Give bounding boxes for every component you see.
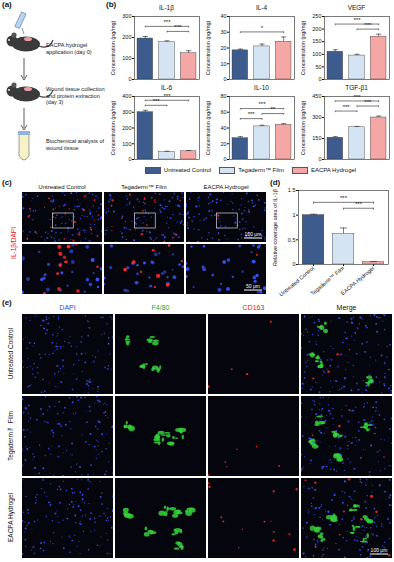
html-text:Biochemical analysis of wound: Biochemical analysis of wound tissue <box>46 138 105 151</box>
svg-text:Concentration (pg/mg): Concentration (pg/mg) <box>110 100 116 155</box>
html-text:EACPA Hydrogel: EACPA Hydrogel <box>203 184 249 190</box>
html-text:IL-1β: IL-1β <box>159 4 174 11</box>
svg-text:300: 300 <box>312 114 321 120</box>
svg-text:1: 1 <box>292 212 295 218</box>
svg-text:300: 300 <box>122 109 131 115</box>
svg-text:Concentration (pg/mg): Concentration (pg/mg) <box>300 100 306 155</box>
html-text:(c): (c) <box>2 178 12 187</box>
svg-text:30: 30 <box>220 29 226 35</box>
svg-text:0: 0 <box>128 76 131 82</box>
svg-text:0: 0 <box>318 76 321 82</box>
svg-text:***: *** <box>163 93 171 99</box>
svg-text:***: *** <box>364 22 372 28</box>
svg-text:40: 40 <box>220 13 226 19</box>
html-text:DAPI: DAPI <box>59 304 76 311</box>
svg-text:0: 0 <box>223 156 226 162</box>
svg-text:80: 80 <box>220 93 226 99</box>
svg-text:Concentration (pg/mg): Concentration (pg/mg) <box>300 20 306 75</box>
svg-text:***: *** <box>364 99 372 105</box>
svg-text:450: 450 <box>312 93 321 99</box>
svg-text:Tegaderm™ Film: Tegaderm™ Film <box>309 265 346 297</box>
svg-text:20: 20 <box>220 141 226 147</box>
svg-text:Concentration (pg/mg): Concentration (pg/mg) <box>110 20 116 75</box>
svg-text:0: 0 <box>223 76 226 82</box>
svg-text:20: 20 <box>220 45 226 51</box>
svg-text:100 μm: 100 μm <box>245 231 262 237</box>
svg-text:***: *** <box>258 101 266 107</box>
html-text:(b): (b) <box>106 0 117 9</box>
svg-text:***: *** <box>355 201 363 207</box>
svg-text:50 μm: 50 μm <box>246 283 260 289</box>
svg-text:Untreated Control: Untreated Control <box>278 265 316 298</box>
html-text:Untreated Control: Untreated Control <box>38 184 86 190</box>
svg-text:100: 100 <box>312 51 321 57</box>
html-text:(e): (e) <box>2 298 12 307</box>
html-text:IL-6: IL-6 <box>160 84 173 91</box>
html-text:Merge: Merge <box>336 304 357 311</box>
html-text:EACPA Hydrogel: EACPA Hydrogel <box>6 493 14 543</box>
html-text:VEGF: VEGF <box>347 4 366 11</box>
svg-text:***: *** <box>153 98 161 104</box>
svg-text:Concentration (pg/mg): Concentration (pg/mg) <box>205 100 211 155</box>
html-text:F4/80: F4/80 <box>151 304 170 311</box>
svg-text:EACPA Hydrogel: EACPA Hydrogel <box>340 265 376 296</box>
svg-text:Relative coverage area of IL-1: Relative coverage area of IL-1β <box>272 189 278 266</box>
svg-text:0: 0 <box>292 261 295 267</box>
html-text:IL-1β/DAPI: IL-1β/DAPI <box>9 227 17 259</box>
svg-text:***: *** <box>163 19 171 25</box>
html-text:TGF-β1: TGF-β1 <box>345 84 368 91</box>
html-text:Tegaderm™ Film: Tegaderm™ Film <box>6 411 14 461</box>
svg-text:10: 10 <box>220 61 226 67</box>
html-text:(a): (a) <box>2 0 12 9</box>
svg-text:100: 100 <box>122 141 131 147</box>
svg-text:40: 40 <box>220 125 226 131</box>
svg-text:Concentration (pg/mg): Concentration (pg/mg) <box>205 20 211 75</box>
html-text:CD163: CD163 <box>242 304 265 311</box>
html-text:EACPA hydrogel application (da: EACPA hydrogel application (day 0) <box>46 42 92 55</box>
html-text:EACPA Hydrogel: EACPA Hydrogel <box>310 167 357 173</box>
svg-text:250: 250 <box>312 13 321 19</box>
html-text:Untreated Control: Untreated Control <box>6 328 14 380</box>
svg-text:100: 100 <box>122 55 131 61</box>
svg-text:50: 50 <box>315 64 321 70</box>
svg-text:**: ** <box>270 106 275 112</box>
svg-text:300: 300 <box>122 13 131 19</box>
svg-text:150: 150 <box>312 38 321 44</box>
html-text:Tegaderm™ Film: Tegaderm™ Film <box>121 184 167 190</box>
html-text:Untreated Control: Untreated Control <box>163 167 212 173</box>
svg-text:0.5: 0.5 <box>288 237 296 243</box>
html-text:(d): (d) <box>270 178 281 187</box>
svg-text:200: 200 <box>122 34 131 40</box>
html-text:IL-10: IL-10 <box>254 84 269 91</box>
svg-text:***: *** <box>174 24 182 30</box>
svg-text:***: *** <box>248 111 256 117</box>
html-text:Wound tissue collection and pr: Wound tissue collection and protein extr… <box>46 86 105 106</box>
svg-text:400: 400 <box>122 93 131 99</box>
svg-text:***: *** <box>340 195 348 201</box>
svg-text:***: *** <box>343 104 351 110</box>
svg-text:200: 200 <box>312 26 321 32</box>
svg-text:*: * <box>261 25 264 31</box>
html-text:Tegaderm™ Film: Tegaderm™ Film <box>238 167 284 173</box>
svg-text:1.5: 1.5 <box>288 187 296 193</box>
svg-text:0: 0 <box>318 156 321 162</box>
svg-text:100 μm: 100 μm <box>371 547 388 553</box>
svg-text:***: *** <box>353 17 361 23</box>
svg-text:200: 200 <box>122 125 131 131</box>
html-text:IL-4: IL-4 <box>255 4 268 11</box>
svg-text:150: 150 <box>312 135 321 141</box>
svg-text:0: 0 <box>128 156 131 162</box>
svg-text:60: 60 <box>220 109 226 115</box>
